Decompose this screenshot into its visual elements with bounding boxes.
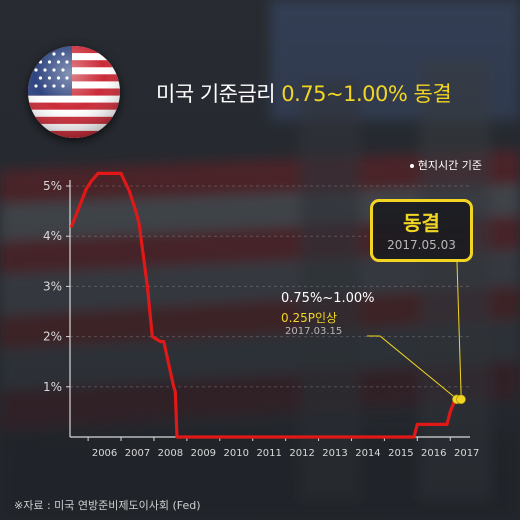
hike-callout-date: 2017.03.15 bbox=[285, 326, 343, 337]
x-tick-label-2: 2008 bbox=[158, 448, 183, 459]
x-tick-label-10: 2016 bbox=[421, 448, 446, 459]
hike-callout-range: 0.75%~1.00% bbox=[281, 291, 375, 306]
x-tick-label-7: 2013 bbox=[322, 448, 347, 459]
y-tick-label-2: 3% bbox=[43, 279, 62, 293]
timezone-note-text: 현지시간 기준 bbox=[417, 159, 482, 172]
headline-prefix: 미국 기준금리 bbox=[156, 82, 282, 106]
y-tick-label-0: 1% bbox=[43, 380, 62, 394]
hike-callout-step: 0.25P인상 bbox=[281, 311, 338, 325]
y-tick-label-4: 5% bbox=[43, 179, 62, 193]
x-tick-label-4: 2010 bbox=[224, 448, 249, 459]
x-tick-label-3: 2009 bbox=[191, 448, 216, 459]
bullet-icon bbox=[409, 164, 414, 168]
x-tick-label-6: 2012 bbox=[289, 448, 314, 459]
rate-marker-1 bbox=[456, 394, 466, 405]
x-tick-label-5: 2011 bbox=[256, 448, 281, 459]
freeze-leader-line bbox=[456, 261, 462, 396]
x-tick-label-8: 2014 bbox=[355, 448, 380, 459]
freeze-callout-title: 동결 bbox=[403, 211, 440, 235]
y-tick-label-1: 2% bbox=[43, 330, 62, 344]
y-tick-label-3: 4% bbox=[43, 229, 62, 243]
freeze-callout: 동결 2017.05.03 bbox=[370, 199, 473, 262]
timezone-note: 현지시간 기준 bbox=[409, 157, 482, 173]
source-caption: ※자료 : 미국 연방준비제도이사회 (Fed) bbox=[14, 499, 201, 512]
x-tick-label-1: 2007 bbox=[125, 448, 150, 459]
freeze-callout-date: 2017.05.03 bbox=[387, 238, 456, 252]
rate-series-line bbox=[69, 171, 464, 439]
x-tick-label-11: 2017 bbox=[454, 448, 479, 459]
x-tick-label-9: 2015 bbox=[388, 448, 413, 459]
hike-leader-line bbox=[367, 335, 456, 398]
x-tick-label-0: 2006 bbox=[92, 448, 117, 459]
headline: 미국 기준금리 0.75~1.00% 동결 bbox=[156, 78, 452, 108]
headline-highlight: 0.75~1.00% 동결 bbox=[281, 82, 452, 106]
